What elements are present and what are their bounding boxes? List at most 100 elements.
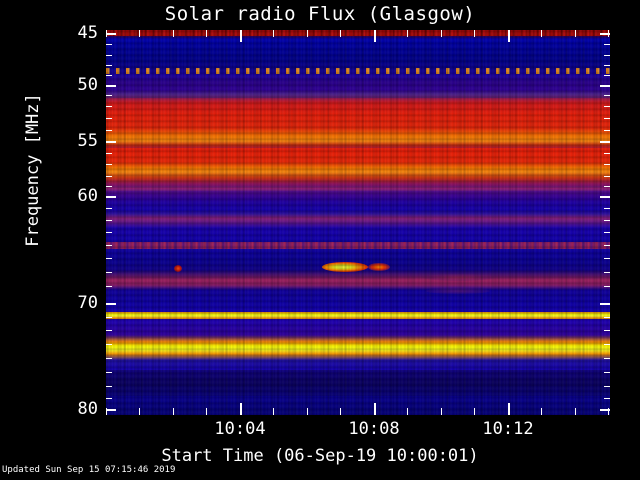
- y-tick-minor: [106, 258, 112, 259]
- spectrogram-noise-vertical: [106, 30, 610, 415]
- y-tick-minor: [106, 372, 112, 373]
- y-tick-minor: [604, 386, 610, 387]
- x-tick-major: [374, 30, 376, 42]
- y-tick-minor: [604, 344, 610, 345]
- x-tick-minor: [273, 30, 274, 37]
- spectrogram-noise-vertical-2: [106, 30, 610, 415]
- feature-yellow-line-72mhz: [106, 312, 610, 319]
- x-axis-title: Start Time (06-Sep-19 10:00:01): [161, 446, 479, 466]
- y-tick-label: 55: [77, 131, 98, 151]
- y-tick-major: [600, 409, 610, 411]
- x-tick-minor: [407, 408, 408, 415]
- x-tick-major: [240, 30, 242, 42]
- y-tick-minor: [106, 208, 112, 209]
- y-tick-minor: [106, 317, 112, 318]
- x-tick-minor: [541, 30, 542, 37]
- y-axis-title: Frequency [MHz]: [23, 93, 43, 247]
- x-tick-minor: [173, 408, 174, 415]
- y-tick-minor: [106, 176, 112, 177]
- x-tick-major: [374, 403, 376, 415]
- x-tick-minor: [106, 408, 107, 415]
- x-tick-minor: [608, 408, 609, 415]
- y-tick-label: 70: [77, 293, 98, 313]
- x-tick-minor: [340, 408, 341, 415]
- x-tick-minor: [474, 30, 475, 37]
- y-tick-major: [600, 85, 610, 87]
- y-tick-minor: [106, 118, 112, 119]
- spectrogram-background: [106, 30, 610, 415]
- y-tick-major: [600, 33, 610, 35]
- spectrogram-plot: [106, 30, 610, 415]
- y-tick-minor: [604, 398, 610, 399]
- y-tick-major: [106, 196, 116, 198]
- feature-burst-1007: [368, 263, 390, 271]
- y-tick-minor: [106, 286, 112, 287]
- feature-dark-band-76mhz: [106, 370, 610, 396]
- y-axis-title-wrap: Frequency [MHz]: [0, 0, 106, 480]
- x-tick-minor: [441, 408, 442, 415]
- x-tick-minor: [139, 30, 140, 37]
- y-tick-label: 50: [77, 75, 98, 95]
- y-tick-major: [106, 409, 116, 411]
- y-tick-minor: [604, 65, 610, 66]
- y-tick-label: 45: [77, 23, 98, 43]
- y-tick-minor: [106, 186, 112, 187]
- y-tick-minor: [604, 55, 610, 56]
- y-tick-minor: [604, 95, 610, 96]
- feature-stripe-65mhz: [106, 242, 610, 249]
- x-tick-minor: [407, 30, 408, 37]
- x-tick-minor: [206, 30, 207, 37]
- y-tick-minor: [604, 118, 610, 119]
- x-tick-minor: [575, 408, 576, 415]
- x-tick-minor: [206, 408, 207, 415]
- feature-dotted-rfi-48mhz: [106, 68, 610, 74]
- y-tick-minor: [106, 358, 112, 359]
- y-tick-major: [600, 196, 610, 198]
- y-tick-minor: [604, 130, 610, 131]
- y-tick-label: 60: [77, 186, 98, 206]
- feature-burst-1006: [322, 262, 368, 272]
- feature-spot-1002: [174, 265, 182, 272]
- x-tick-minor: [541, 408, 542, 415]
- y-tick-minor: [106, 106, 112, 107]
- y-tick-minor: [604, 258, 610, 259]
- y-tick-minor: [106, 153, 112, 154]
- x-tick-minor: [139, 408, 140, 415]
- y-tick-minor: [604, 164, 610, 165]
- y-tick-minor: [604, 358, 610, 359]
- y-tick-minor: [604, 286, 610, 287]
- y-tick-minor: [106, 232, 112, 233]
- y-tick-minor: [604, 220, 610, 221]
- x-tick-label: 10:08: [348, 419, 400, 439]
- y-tick-label: 80: [77, 399, 98, 419]
- x-tick-minor: [608, 30, 609, 37]
- y-tick-minor: [106, 55, 112, 56]
- y-tick-minor: [106, 398, 112, 399]
- x-tick-label: 10:12: [482, 419, 534, 439]
- y-tick-major: [600, 141, 610, 143]
- y-tick-minor: [604, 186, 610, 187]
- x-tick-minor: [273, 408, 274, 415]
- y-tick-minor: [106, 95, 112, 96]
- y-tick-minor: [604, 232, 610, 233]
- x-tick-major: [240, 403, 242, 415]
- y-tick-minor: [604, 44, 610, 45]
- x-tick-minor: [340, 30, 341, 37]
- x-tick-minor: [106, 30, 107, 37]
- feature-faint-burst-1009: [424, 274, 494, 281]
- y-tick-minor: [604, 317, 610, 318]
- y-tick-minor: [604, 245, 610, 246]
- x-tick-minor: [575, 30, 576, 37]
- y-tick-major: [106, 85, 116, 87]
- y-tick-minor: [106, 164, 112, 165]
- x-tick-minor: [474, 408, 475, 415]
- updated-timestamp: Updated Sun Sep 15 07:15:46 2019: [2, 465, 176, 475]
- x-tick-major: [508, 30, 510, 42]
- y-tick-minor: [106, 386, 112, 387]
- y-tick-minor: [604, 106, 610, 107]
- y-tick-minor: [106, 330, 112, 331]
- y-tick-minor: [106, 44, 112, 45]
- spectrogram-noise-horizontal: [106, 30, 610, 415]
- x-tick-minor: [173, 30, 174, 37]
- feature-faint-burst-1009b: [426, 288, 490, 294]
